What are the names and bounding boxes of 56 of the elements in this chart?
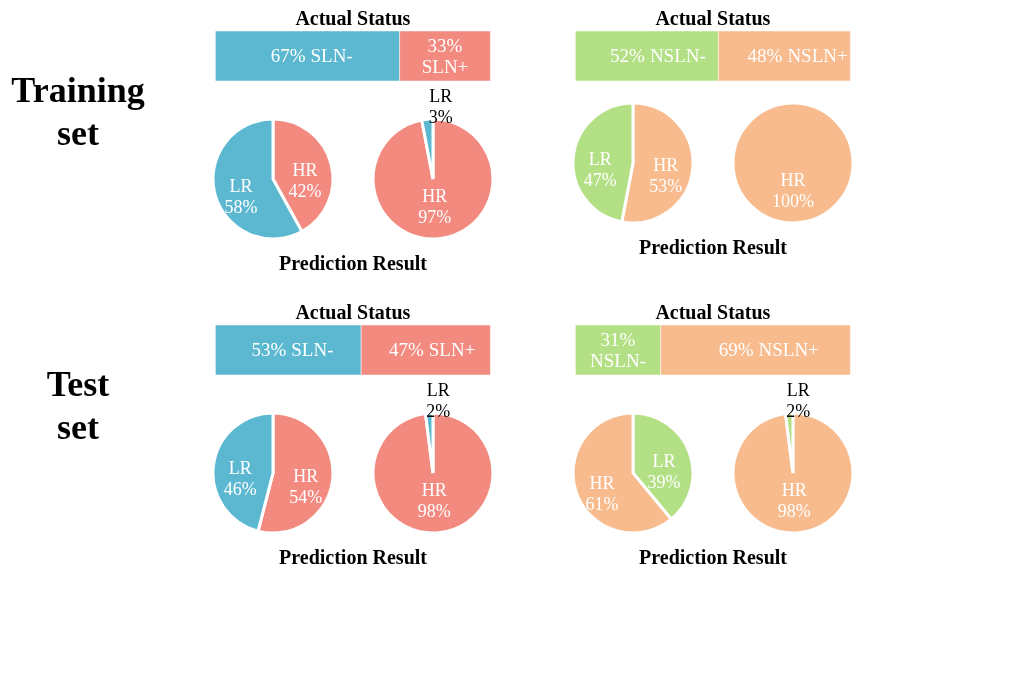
data-label: 98% bbox=[417, 500, 451, 521]
slice-label: LR bbox=[229, 176, 253, 197]
data-label: 33% bbox=[427, 34, 463, 56]
data-label: 47% bbox=[388, 339, 424, 360]
data-label: 42% bbox=[288, 180, 322, 201]
slice-label: HR bbox=[421, 479, 447, 500]
data-label: 31% bbox=[600, 328, 636, 350]
slice-label: LR bbox=[786, 380, 810, 401]
series-label: SLN+ bbox=[428, 339, 476, 360]
slice-label: HR bbox=[780, 170, 806, 190]
data-label: 46% bbox=[223, 478, 257, 499]
data-label: 53% bbox=[649, 176, 683, 197]
series-label: SLN- bbox=[291, 339, 334, 360]
text: Prediction Result bbox=[639, 236, 788, 258]
series-label: NSLN- bbox=[590, 349, 646, 371]
data-label: 61% bbox=[585, 494, 619, 515]
data-label: 98% bbox=[777, 500, 811, 521]
data-label: 53% bbox=[251, 339, 287, 360]
text: Prediction Result bbox=[279, 546, 428, 568]
data-label: 67% bbox=[270, 45, 306, 66]
slice-label: HR bbox=[293, 466, 319, 487]
data-label: 97% bbox=[418, 206, 452, 227]
slice-label: HR bbox=[422, 185, 448, 206]
slice-label: LR bbox=[228, 457, 252, 478]
data-label: 52% bbox=[610, 45, 646, 66]
data-label: 69% bbox=[718, 339, 754, 360]
text: Prediction Result bbox=[639, 546, 788, 568]
series-label: NSLN- bbox=[649, 45, 706, 66]
series-label: NSLN+ bbox=[787, 45, 848, 66]
series-label: SLN- bbox=[310, 45, 353, 66]
series-label: NSLN+ bbox=[758, 339, 819, 360]
slice-label: HR bbox=[589, 473, 615, 494]
data-label: 54% bbox=[289, 487, 323, 508]
data-label: 100% bbox=[772, 191, 814, 211]
chart-title: Actual Status bbox=[655, 300, 771, 323]
data-label: 47% bbox=[583, 169, 617, 190]
slice-label: LR bbox=[429, 86, 453, 107]
series-label: SLN+ bbox=[421, 55, 469, 77]
chart-title: Actual Status bbox=[655, 6, 771, 29]
slice-label: HR bbox=[781, 479, 807, 500]
slice-label: HR bbox=[292, 159, 318, 180]
data-label: 39% bbox=[647, 471, 681, 492]
text: Prediction Result bbox=[279, 252, 428, 274]
chart-title: Actual Status bbox=[295, 300, 411, 323]
slice-label: HR bbox=[653, 155, 679, 176]
chart-title: Actual Status bbox=[295, 6, 411, 29]
data-label: 48% bbox=[747, 45, 783, 66]
data-label: 3% bbox=[428, 107, 453, 128]
data-label: 58% bbox=[224, 197, 258, 218]
data-label: 2% bbox=[786, 401, 811, 422]
data-label: 2% bbox=[426, 401, 451, 422]
text: Training set bbox=[11, 70, 145, 154]
slice-label: LR bbox=[588, 148, 612, 169]
text: Test set bbox=[46, 364, 110, 448]
slice-label: LR bbox=[652, 450, 676, 471]
slice-label: LR bbox=[426, 380, 450, 401]
